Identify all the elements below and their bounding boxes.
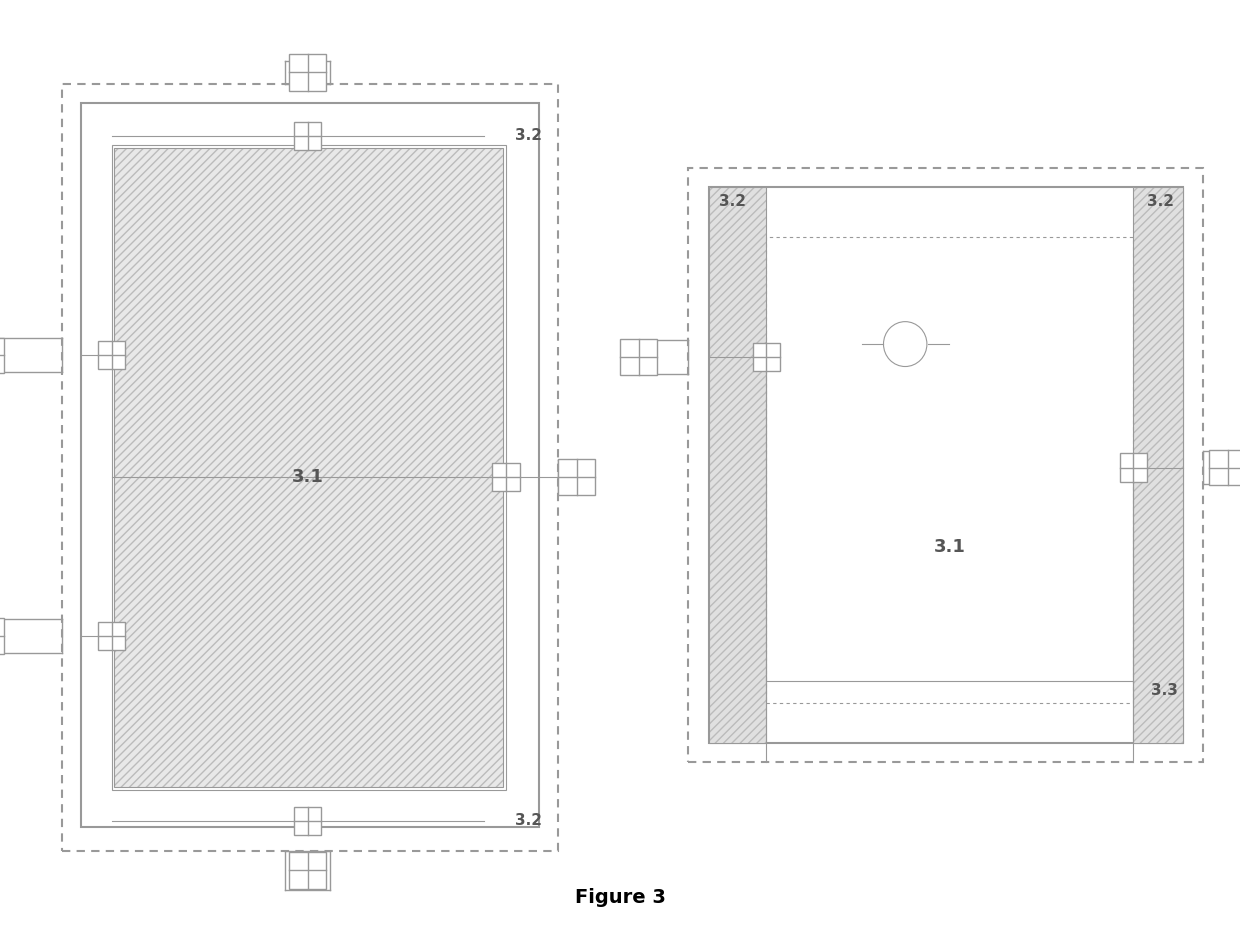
Bar	[709, 187, 766, 743]
Bar	[0, 618, 4, 654]
Bar	[81, 103, 539, 827]
Bar	[709, 187, 766, 743]
Text: 3.2: 3.2	[719, 194, 746, 209]
Text: Figure 3: Figure 3	[574, 888, 666, 907]
Text: 3.1: 3.1	[934, 538, 966, 556]
Bar	[1133, 187, 1183, 743]
Text: 3.3: 3.3	[1151, 683, 1178, 698]
Bar	[289, 852, 326, 889]
Bar	[688, 168, 1203, 762]
Bar	[753, 343, 780, 371]
Bar	[1120, 453, 1147, 482]
Bar	[294, 807, 321, 835]
Bar	[114, 148, 503, 787]
Bar	[62, 84, 558, 851]
Text: 3.2: 3.2	[1147, 194, 1174, 209]
Bar	[0, 338, 4, 373]
Bar	[709, 187, 1183, 743]
Bar	[114, 148, 503, 787]
Bar	[558, 459, 595, 495]
Text: 3.2: 3.2	[515, 128, 542, 143]
Bar	[1209, 450, 1240, 485]
Text: 3.2: 3.2	[515, 813, 542, 828]
Bar	[492, 463, 520, 491]
Bar	[98, 341, 125, 369]
Bar	[294, 122, 321, 150]
Bar	[98, 622, 125, 650]
Bar	[766, 237, 1133, 703]
Bar	[289, 53, 326, 92]
Bar	[1133, 187, 1183, 743]
Bar	[112, 145, 506, 790]
Bar	[620, 339, 657, 375]
Text: 3.1: 3.1	[291, 468, 324, 486]
